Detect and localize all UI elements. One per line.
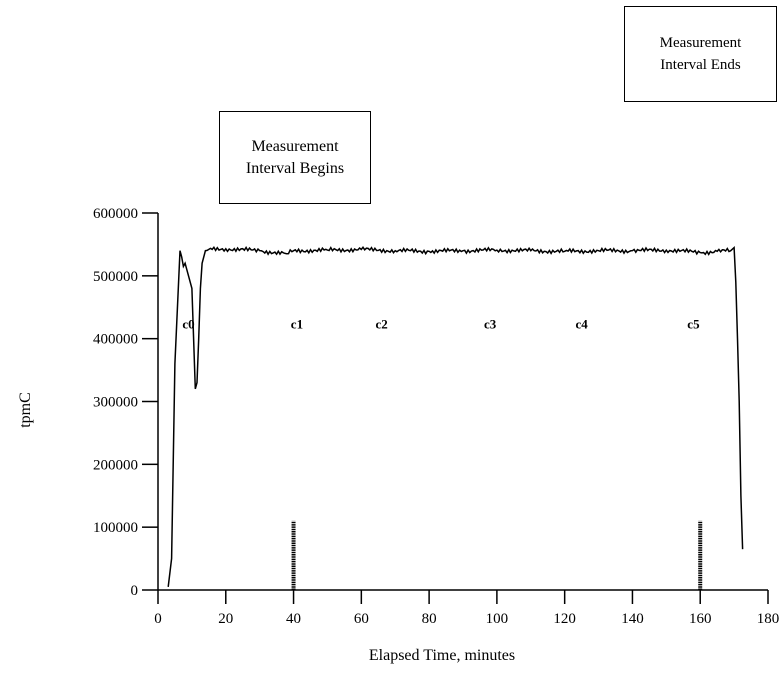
x-tick-label: 0 xyxy=(154,611,162,627)
y-tick-label: 200000 xyxy=(93,457,138,473)
x-tick-label: 140 xyxy=(621,611,644,627)
y-tick-label: 0 xyxy=(131,583,139,599)
tpmc-series-line xyxy=(167,245,744,587)
y-tick-label: 600000 xyxy=(93,206,138,222)
measurement-interval-ends-callout: Measurement Interval Ends xyxy=(624,6,777,102)
x-tick-label: 180 xyxy=(757,611,780,627)
checkpoint-label: c3 xyxy=(484,316,497,331)
checkpoint-label: c1 xyxy=(291,316,303,331)
series-group xyxy=(167,245,744,587)
callout-begin-line-1: Measurement xyxy=(251,137,339,155)
y-axis-title: tpmC xyxy=(17,392,34,428)
checkpoint-label: c5 xyxy=(687,316,700,331)
x-tick-label: 120 xyxy=(553,611,576,627)
callout-begin-line-2: Interval Begins xyxy=(245,159,345,177)
interval-markers xyxy=(291,520,703,590)
y-axis: 0 100000 200000 300000 400000 500000 600000 xyxy=(93,206,159,599)
y-tick-label: 300000 xyxy=(93,395,138,411)
x-axis: 0 20 40 60 80 100 120 140 160 180 xyxy=(154,589,780,627)
checkpoint-labels: c0 c1 c2 c3 c4 c5 xyxy=(182,316,700,331)
y-tick-label: 100000 xyxy=(93,520,138,536)
x-tick-label: 100 xyxy=(486,611,509,627)
x-tick-label: 60 xyxy=(354,611,369,627)
checkpoint-label: c2 xyxy=(376,316,388,331)
callout-end-line-2: Interval Ends xyxy=(660,57,741,73)
callout-end-line-1: Measurement xyxy=(659,35,742,51)
x-tick-label: 40 xyxy=(286,611,301,627)
checkpoint-label: c0 xyxy=(182,316,194,331)
y-tick-label: 500000 xyxy=(93,269,138,285)
x-tick-label: 160 xyxy=(689,611,712,627)
x-tick-label: 80 xyxy=(422,611,437,627)
y-tick-label: 400000 xyxy=(93,332,138,348)
x-tick-label: 20 xyxy=(218,611,233,627)
checkpoint-label: c4 xyxy=(575,316,588,331)
measurement-interval-begins-callout: Measurement Interval Begins xyxy=(219,111,371,204)
x-axis-title: Elapsed Time, minutes xyxy=(369,647,515,664)
